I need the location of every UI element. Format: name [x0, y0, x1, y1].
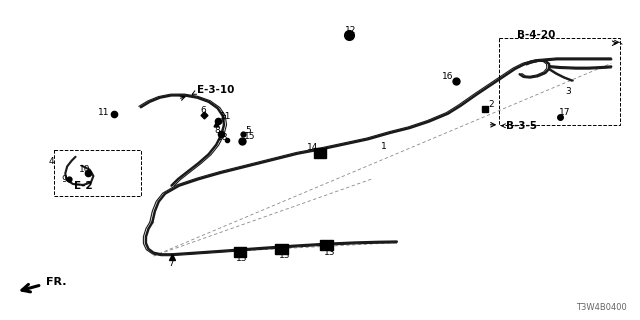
Bar [54, 150, 141, 196]
Text: FR.: FR. [46, 277, 67, 287]
Text: 13: 13 [324, 248, 335, 257]
Text: 10: 10 [79, 165, 90, 174]
Text: 13: 13 [279, 252, 291, 260]
Text: 13: 13 [236, 254, 248, 263]
Bar [275, 244, 288, 254]
Text: T3W4B0400: T3W4B0400 [577, 303, 627, 312]
Text: 17: 17 [559, 108, 570, 117]
Text: 7: 7 [169, 260, 174, 268]
Text: 16: 16 [442, 72, 454, 81]
Text: 15: 15 [244, 132, 255, 141]
Text: 7: 7 [220, 116, 225, 124]
Text: B-3-5: B-3-5 [506, 121, 536, 132]
Text: 4: 4 [49, 157, 54, 166]
Text: 2: 2 [489, 100, 494, 109]
Text: 18: 18 [217, 133, 228, 142]
Bar [499, 38, 620, 125]
Text: 9: 9 [61, 175, 67, 184]
Text: 11: 11 [220, 112, 231, 121]
Text: 11: 11 [98, 108, 109, 117]
Text: 3: 3 [566, 87, 571, 96]
Text: E-3-10: E-3-10 [197, 85, 234, 95]
Text: B-4-20: B-4-20 [517, 29, 556, 40]
Bar [320, 240, 333, 250]
Text: 5: 5 [246, 126, 251, 135]
Text: 12: 12 [345, 26, 356, 35]
Bar [234, 247, 246, 257]
Text: 1: 1 [381, 142, 387, 151]
Text: 14: 14 [307, 143, 318, 152]
Text: 8: 8 [215, 126, 220, 135]
Bar [314, 148, 326, 158]
Text: 6: 6 [201, 106, 206, 115]
Text: E-2: E-2 [74, 180, 93, 191]
